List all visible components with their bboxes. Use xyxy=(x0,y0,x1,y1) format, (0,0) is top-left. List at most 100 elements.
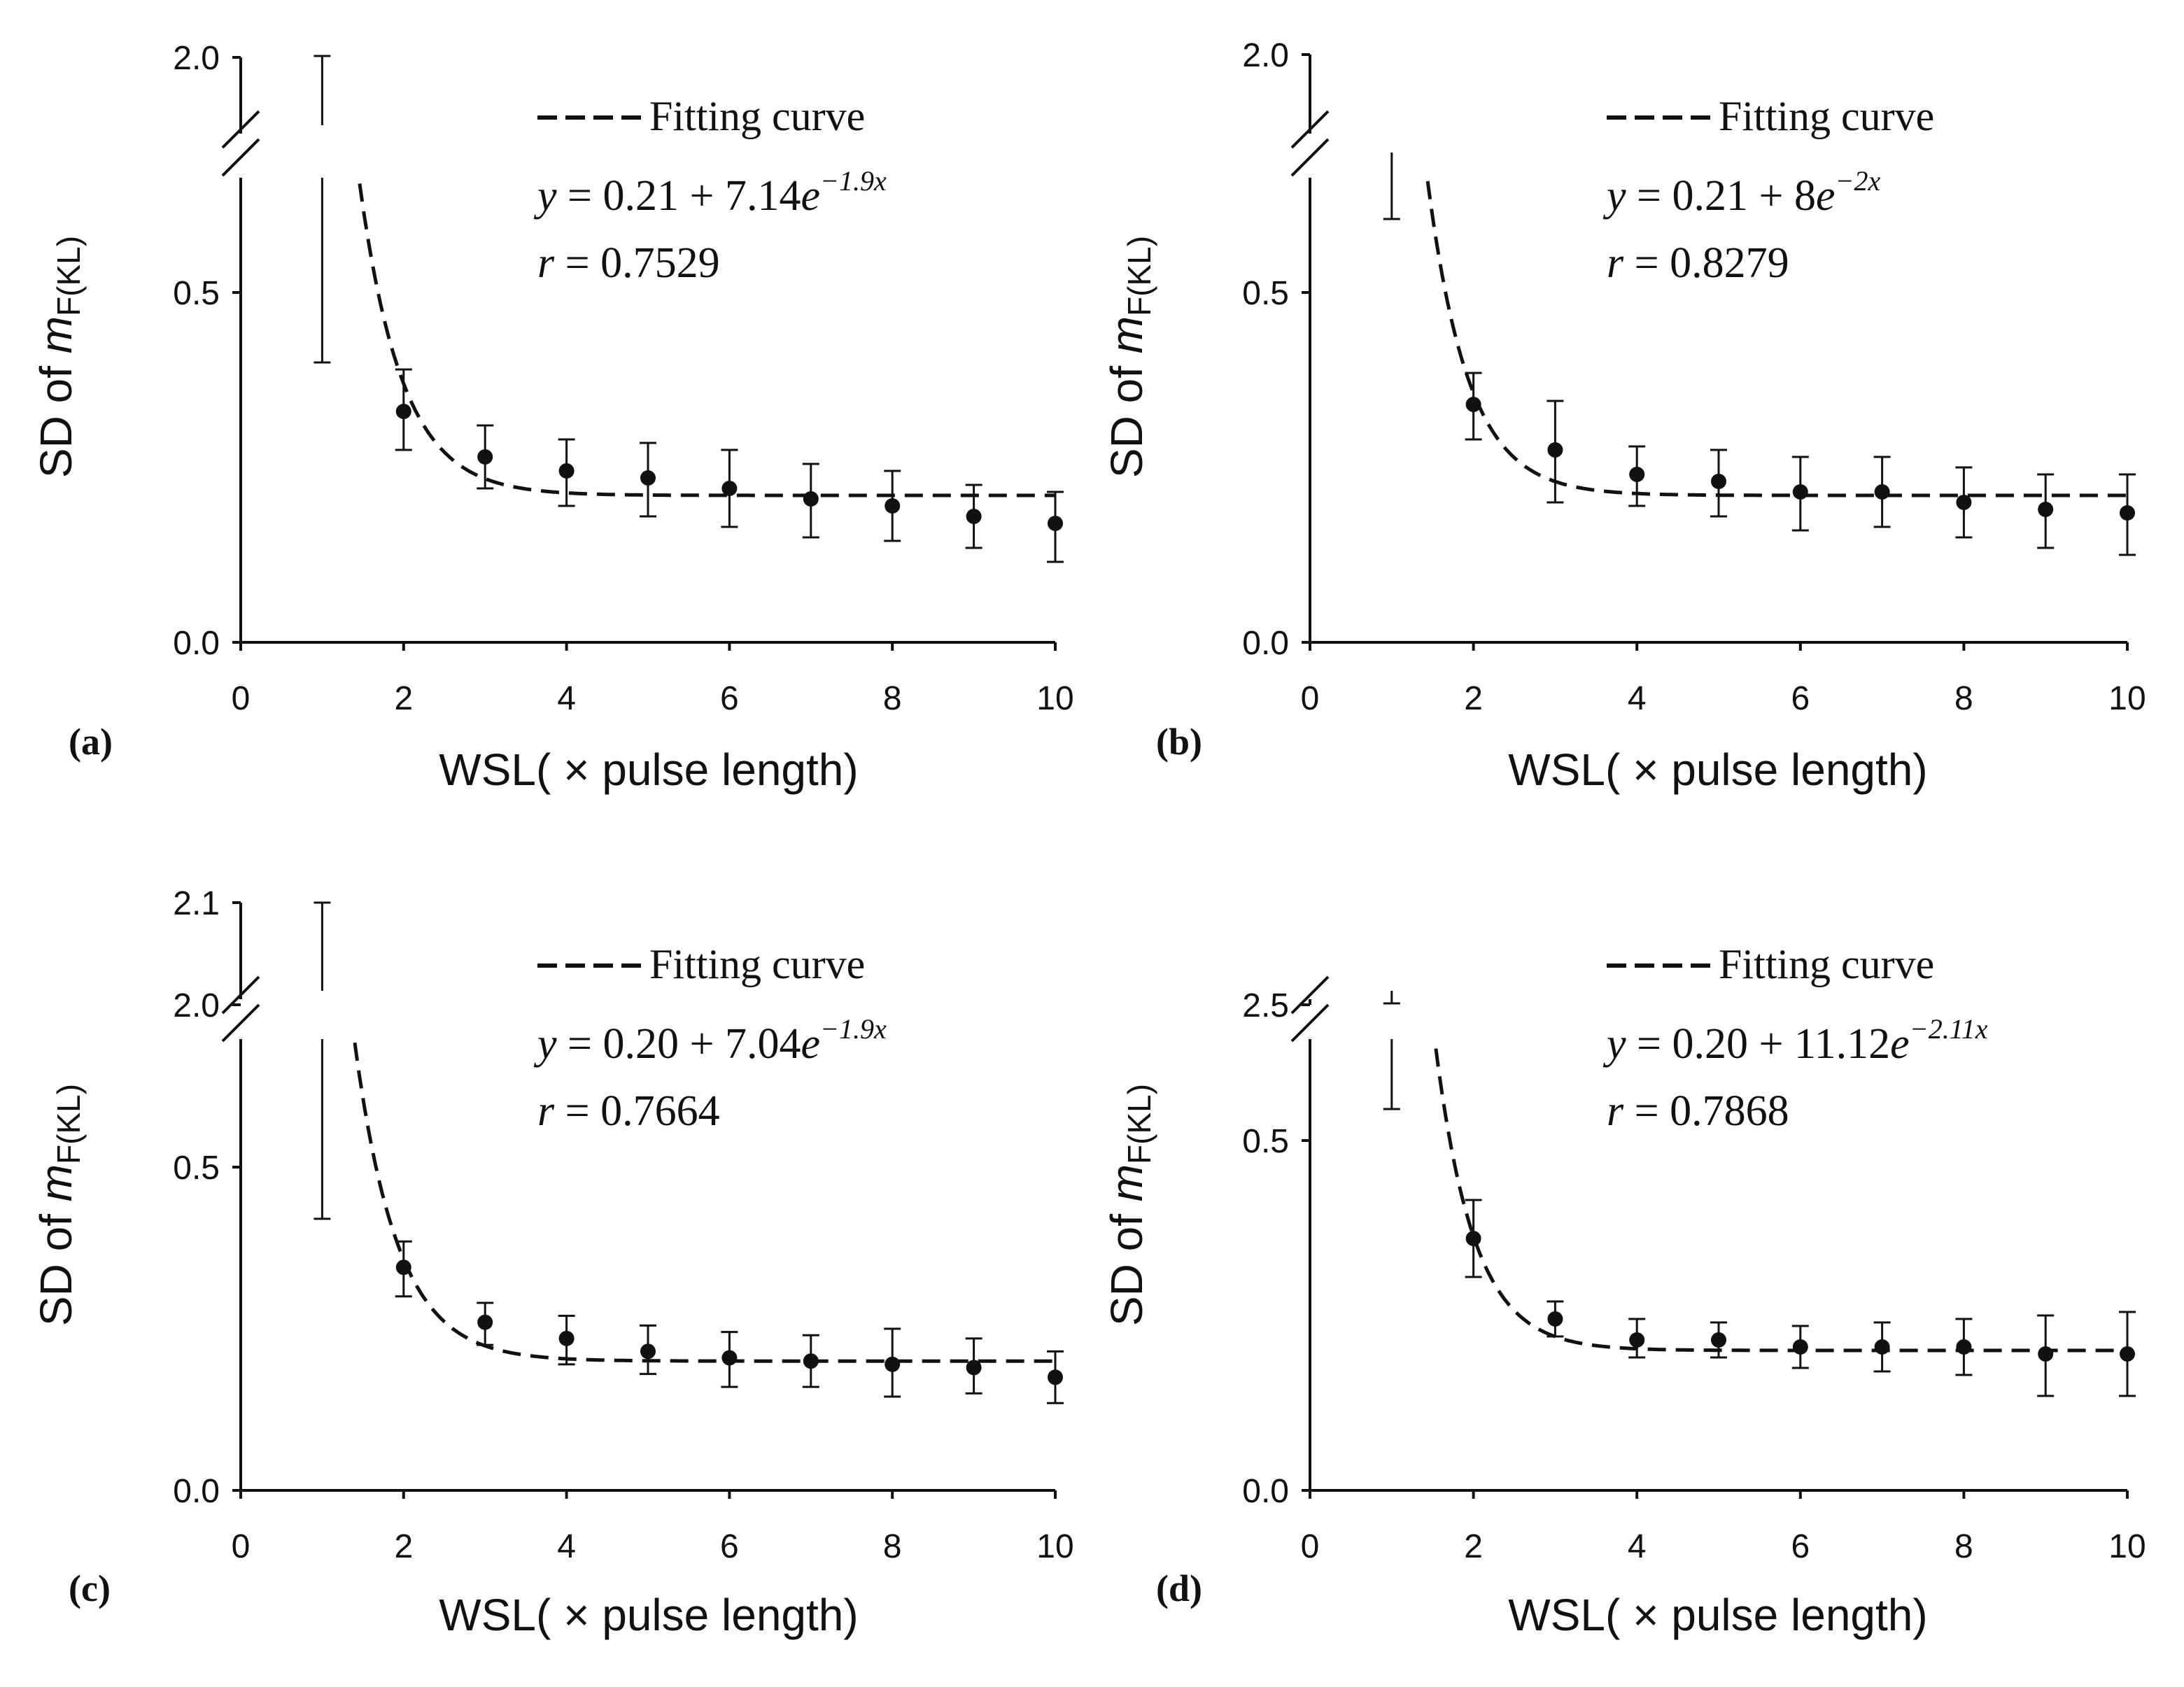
data-point xyxy=(640,1343,656,1360)
data-point xyxy=(1465,397,1481,412)
data-point xyxy=(966,509,982,524)
r-value: 0.8279 xyxy=(1670,239,1789,287)
data-point xyxy=(803,1353,819,1369)
r-var: r xyxy=(1607,1087,1624,1135)
correlation-text: r = 0.8279 xyxy=(1607,239,1789,287)
data-point xyxy=(395,404,411,419)
y-axis-title: SD of mF(KL) xyxy=(31,1084,87,1326)
x-tick-label: 6 xyxy=(1791,680,1810,717)
x-tick-label: 0 xyxy=(232,680,251,717)
equation-lhs: y xyxy=(533,172,557,220)
data-point xyxy=(1792,1339,1808,1355)
x-tick-label: 2 xyxy=(394,1528,413,1565)
x-axis-title: WSL( × pulse length) xyxy=(439,1590,858,1640)
legend-label: Fitting curve xyxy=(649,941,865,987)
fitting-curve xyxy=(1425,181,2127,497)
data-point xyxy=(1547,442,1563,458)
y-axis-title: SD of mF(KL) xyxy=(31,236,87,478)
y-axis-title: SD of mF(KL) xyxy=(1101,1084,1157,1326)
equation-rhs: 0.21 + 8 xyxy=(1672,172,1816,220)
data-point xyxy=(966,1360,982,1376)
x-tick-label: 4 xyxy=(1628,680,1647,717)
axis-break-mark xyxy=(221,1003,260,1043)
x-tick-label: 4 xyxy=(1628,1528,1647,1565)
axis-break-mark xyxy=(221,110,260,149)
r-value: 0.7529 xyxy=(600,239,720,287)
data-point xyxy=(885,1356,901,1372)
panel-label: (d) xyxy=(1156,1567,1202,1609)
y-axis-title: SD of mF(KL) xyxy=(1101,236,1157,478)
y-axis-title-prefix: SD of xyxy=(1101,1201,1152,1326)
correlation-text: r = 0.7529 xyxy=(537,239,720,287)
y-tick-label: 0.5 xyxy=(173,1150,220,1187)
data-point xyxy=(1956,495,1972,510)
axis-break-mark xyxy=(1290,110,1330,149)
x-tick-label: 6 xyxy=(1791,1528,1810,1565)
x-tick-label: 0 xyxy=(1301,680,1320,717)
r-equals: = xyxy=(1623,239,1670,287)
fit-equation: y = 0.20 + 7.04e−1.9x xyxy=(533,1013,887,1068)
equation-base: e xyxy=(1816,172,1836,220)
y-upper-tick-label: 2.0 xyxy=(1242,37,1289,74)
fitting-curve xyxy=(353,1042,1055,1363)
x-tick-label: 0 xyxy=(1301,1528,1320,1565)
equation-rhs: 0.20 + 7.04 xyxy=(603,1020,801,1068)
data-point xyxy=(2120,505,2135,521)
data-point xyxy=(1629,467,1645,482)
x-tick-label: 2 xyxy=(1464,1528,1483,1565)
y-tick-label: 0.0 xyxy=(1242,1473,1289,1510)
y-upper-tick-label: 2.1 xyxy=(173,885,220,922)
x-tick-label: 4 xyxy=(557,1528,576,1565)
equation-exponent: −2x xyxy=(1836,165,1881,197)
correlation-text: r = 0.7868 xyxy=(1607,1087,1789,1135)
y-axis-title-var: m xyxy=(31,316,81,353)
x-tick-label: 10 xyxy=(1036,680,1073,717)
data-point xyxy=(558,463,575,479)
equation-rhs: 0.20 + 11.12 xyxy=(1672,1020,1891,1068)
data-point xyxy=(803,491,819,507)
y-axis-title-var: m xyxy=(1101,316,1152,353)
chart-panel-c: 0 2 4 6 8 10 0.0 0.5 2.1 2.0 Fitting curve y = 0.20… xyxy=(31,885,1074,1640)
data-point xyxy=(2038,502,2054,517)
r-var: r xyxy=(1607,239,1624,287)
chart-panel-b: 0 2 4 6 8 10 0.0 0.5 2.0 Fitting curve y = 0.21 + … xyxy=(1101,37,2146,795)
data-point xyxy=(1465,1231,1481,1246)
data-point xyxy=(395,1259,411,1276)
r-equals: = xyxy=(1623,1087,1670,1135)
legend-label: Fitting curve xyxy=(1719,941,1934,987)
panel-label: (c) xyxy=(69,1567,111,1609)
chart-panel-a: 0 2 4 6 8 10 0.0 0.5 2.0 Fitting curve y = 0.21 + … xyxy=(31,40,1074,795)
legend-label: Fitting curve xyxy=(649,93,865,139)
panel-label: (b) xyxy=(1156,721,1202,763)
data-point xyxy=(1547,1311,1563,1327)
y-tick-label: 0.5 xyxy=(173,275,220,312)
x-tick-label: 6 xyxy=(720,1528,739,1565)
x-tick-label: 8 xyxy=(883,1528,902,1565)
fit-equation: y = 0.21 + 7.14e−1.9x xyxy=(533,165,887,220)
data-point xyxy=(1711,474,1726,489)
y-axis-title-prefix: SD of xyxy=(31,353,81,478)
y-tick-label: 0.5 xyxy=(1242,275,1289,312)
x-tick-label: 8 xyxy=(883,680,902,717)
axis-break-mark xyxy=(221,138,260,177)
x-axis-title: WSL( × pulse length) xyxy=(439,744,858,795)
fitting-curve xyxy=(1434,1048,2127,1353)
equation-equals: = xyxy=(1626,1020,1672,1068)
fit-equation: y = 0.20 + 11.12e−2.11x xyxy=(1602,1013,1988,1068)
data-point xyxy=(1792,484,1808,500)
y-upper-tick-label: 2.0 xyxy=(173,987,220,1024)
axis-break-mark xyxy=(221,975,260,1015)
x-tick-label: 10 xyxy=(2108,680,2146,717)
x-tick-label: 10 xyxy=(2108,1528,2146,1565)
equation-exponent: −2.11x xyxy=(1910,1013,1988,1045)
data-point xyxy=(721,481,738,496)
equation-exponent: −1.9x xyxy=(820,165,887,197)
axis-break-mark xyxy=(1290,138,1330,177)
y-tick-label: 0.0 xyxy=(1242,625,1289,662)
panel-label: (a) xyxy=(69,721,113,763)
y-axis-title-sub: F(KL) xyxy=(1121,236,1157,316)
data-point xyxy=(721,1350,738,1366)
y-axis-title-sub: F(KL) xyxy=(1121,1084,1157,1164)
y-upper-tick-label: 2.5 xyxy=(1242,987,1289,1024)
r-equals: = xyxy=(554,239,600,287)
